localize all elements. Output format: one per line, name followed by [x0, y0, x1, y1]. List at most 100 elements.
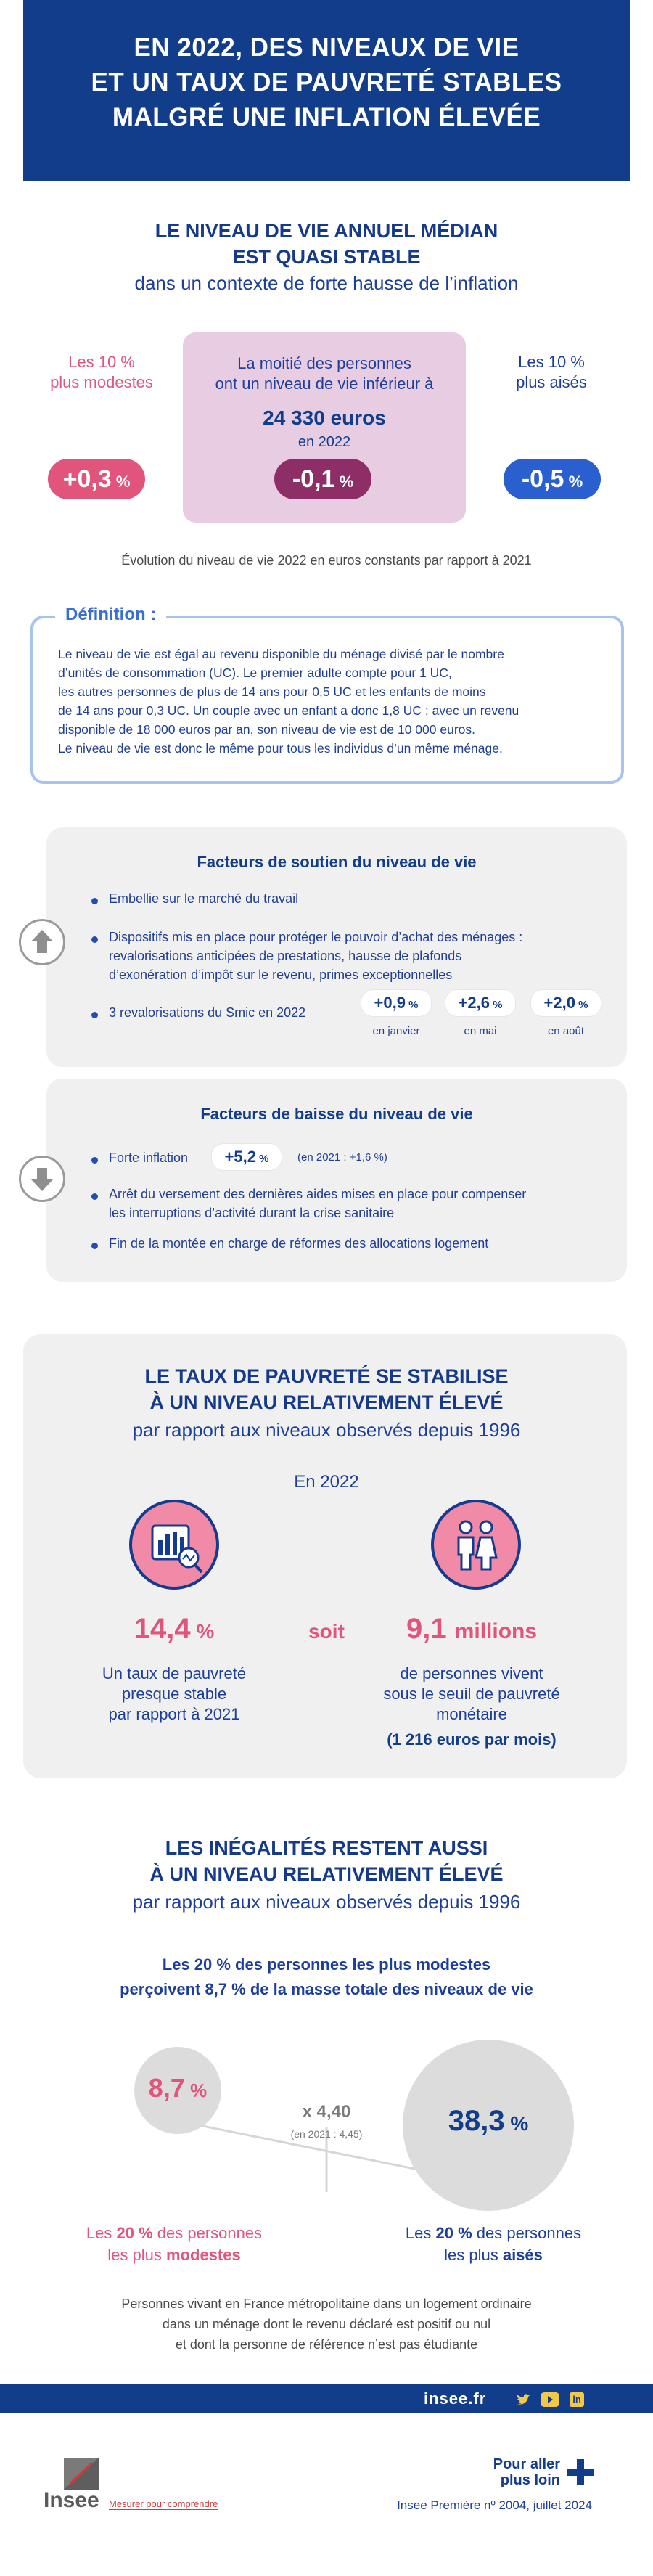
more-info-link[interactable]: Pour aller plus loin — [473, 2456, 560, 2488]
scope-note-line-3: et dont la personne de référence n’est p… — [175, 2337, 478, 2352]
support-item-2: Dispositifs mis en place pour protéger l… — [109, 928, 617, 984]
inflation-note: (en 2021 : +1,6 %) — [297, 1151, 387, 1164]
arrow-down-icon — [19, 1156, 65, 1202]
right-change-value: -0,5 — [521, 465, 564, 493]
bullet — [91, 936, 98, 943]
smic-chip-may: +2,6 % — [445, 990, 515, 1016]
top-20-share-unit: % — [510, 2112, 529, 2135]
smic-august-value: +2,0 — [543, 994, 575, 1012]
right-decile-label-line-1: Les 10 % — [518, 353, 585, 371]
smic-may-label: en mai — [464, 1025, 497, 1037]
definition-line-4: de 14 ans pour 0,3 UC. Un couple avec un… — [58, 703, 519, 718]
poverty-count-value: 9,1 — [406, 1613, 447, 1645]
poverty-rate-desc-line-3: par rapport à 2021 — [108, 1705, 240, 1723]
definition-text: Le niveau de vie est égal au revenu disp… — [58, 645, 602, 758]
median-subtitle: dans un contexte de forte hausse de l’in… — [134, 272, 519, 294]
decline-item-2-line-1: Arrêt du versement des dernières aides m… — [109, 1187, 527, 1201]
poverty-rate: 14,4 % — [94, 1613, 254, 1645]
insee-site-link[interactable]: insee.fr — [424, 2389, 487, 2408]
definition-line-3: les autres personnes de plus de 14 ans p… — [58, 684, 486, 699]
inequality-lead: Les 20 % des personnes les plus modestes… — [0, 1953, 653, 2002]
top-20-label-c: des personnes — [472, 2224, 582, 2242]
chart-magnifier-icon — [129, 1500, 219, 1590]
insee-logo-mark — [48, 2458, 106, 2519]
inflation-label: Forte inflation — [109, 1150, 189, 1165]
bullet — [91, 1157, 98, 1164]
poverty-count-desc-line-3: monétaire — [436, 1705, 507, 1723]
smic-chip-january: +0,9 % — [361, 990, 431, 1016]
plus-icon[interactable] — [566, 2458, 595, 2487]
smic-january-label: en janvier — [372, 1025, 420, 1037]
left-decile-label-line-2: plus modestes — [50, 373, 153, 391]
linkedin-icon[interactable]: in — [570, 2392, 584, 2407]
twitter-icon[interactable] — [515, 2391, 533, 2408]
scope-note-line-2: dans un ménage dont le revenu déclaré es… — [162, 2317, 491, 2331]
bottom-20-label-line-2: les plus modestes — [58, 2244, 290, 2266]
header-line-1: EN 2022, DES NIVEAUX DE VIE — [134, 33, 519, 62]
poverty-count-desc-line-2: sous le seuil de pauvreté — [383, 1685, 560, 1703]
left-change-value: +0,3 — [62, 465, 112, 493]
arrow-up-icon — [19, 919, 65, 965]
median-caption: Évolution du niveau de vie 2022 en euros… — [121, 553, 532, 568]
inequality-lead-line-1: Les 20 % des personnes les plus modestes — [162, 1955, 491, 1974]
right-change-pill: -0,5 % — [504, 459, 601, 499]
soit-label: soit — [308, 1620, 345, 1643]
right-change-unit: % — [568, 473, 583, 491]
median-box-label: La moitié des personnes ont un niveau de… — [183, 353, 466, 394]
inequality-title: LES INÉGALITÉS RESTENT AUSSI À UN NIVEAU… — [0, 1835, 653, 1887]
scope-note-line-1: Personnes vivant en France métropolitain… — [121, 2297, 532, 2311]
bullet — [91, 1193, 98, 1200]
poverty-subtitle: par rapport aux niveaux observés depuis … — [132, 1419, 521, 1441]
definition-line-6: Le niveau de vie est donc le même pour t… — [58, 741, 503, 756]
definition-line-1: Le niveau de vie est égal au revenu disp… — [58, 647, 504, 661]
definition-line-5: disponible de 18 000 euros par an, son n… — [58, 722, 475, 737]
inequality-lead-line-2: perçoivent 8,7 % de la masse totale des … — [120, 1980, 533, 1998]
ratio-value: x 4,40 — [302, 2102, 351, 2122]
bullet — [91, 898, 98, 904]
smic-chip-august: +2,0 % — [531, 990, 601, 1016]
bottom-20-label-e: modestes — [166, 2246, 241, 2264]
median-change-unit: % — [339, 473, 354, 491]
support-item-2-line-1: Dispositifs mis en place pour protéger l… — [109, 930, 523, 944]
bottom-20-share-value: 8,7 — [148, 2073, 185, 2103]
publication-reference: Insee Première nº 2004, juillet 2024 — [397, 2498, 592, 2512]
insee-tagline: Mesurer pour comprendre — [109, 2498, 218, 2510]
top-20-label-line-1: Les 20 % des personnes — [377, 2223, 609, 2244]
median-title: LE NIVEAU DE VIE ANNUEL MÉDIAN EST QUASI… — [0, 218, 653, 270]
support-item-2-line-2: revalorisations anticipées de prestation… — [109, 949, 462, 963]
smic-may-value: +2,6 — [458, 994, 490, 1012]
poverty-rate-unit: % — [196, 1620, 215, 1643]
top-20-label-e: aisés — [502, 2246, 543, 2264]
median-value: 24 330 euros — [263, 406, 386, 429]
top-20-label-d: les plus — [444, 2246, 503, 2264]
poverty-box — [23, 1334, 627, 1778]
bottom-20-label-b: 20 % — [116, 2224, 153, 2242]
right-decile-label-line-2: plus aisés — [516, 373, 587, 391]
support-factors-title: Facteurs de soutien du niveau de vie — [197, 853, 477, 871]
left-change-unit: % — [115, 473, 131, 491]
inequality-title-line-2: À UN NIVEAU RELATIVEMENT ÉLEVÉ — [149, 1863, 504, 1885]
poverty-rate-desc-line-1: Un taux de pauvreté — [102, 1664, 247, 1682]
insee-logo-text: Insee — [44, 2488, 99, 2512]
poverty-count-unit: millions — [454, 1619, 538, 1643]
support-item-1: Embellie sur le marché du travail — [109, 891, 299, 906]
poverty-title-line-1: LE TAUX DE PAUVRETÉ SE STABILISE — [144, 1365, 509, 1387]
poverty-title-line-2: À UN NIVEAU RELATIVEMENT ÉLEVÉ — [149, 1391, 504, 1413]
header-banner: EN 2022, DES NIVEAUX DE VIE ET UN TAUX D… — [23, 0, 630, 181]
poverty-rate-value: 14,4 — [134, 1613, 191, 1645]
median-title-line-1: LE NIVEAU DE VIE ANNUEL MÉDIAN — [155, 220, 498, 242]
top-20-share-value: 38,3 — [448, 2105, 505, 2137]
top-20-label-a: Les — [405, 2224, 436, 2242]
support-item-2-line-3: d’exonération d’impôt sur le revenu, pri… — [109, 968, 453, 982]
scope-note: Personnes vivant en France métropolitain… — [0, 2294, 653, 2355]
support-factors-box — [46, 827, 627, 1067]
poverty-rate-desc: Un taux de pauvreté presque stable par r… — [80, 1664, 268, 1725]
inflation-chip: +5,2 % — [212, 1144, 282, 1170]
poverty-rate-desc-line-2: presque stable — [121, 1685, 227, 1703]
support-item-3: 3 revalorisations du Smic en 2022 — [109, 1005, 306, 1020]
youtube-icon[interactable] — [541, 2392, 559, 2407]
bullet — [91, 1012, 98, 1018]
smic-january-value: +0,9 — [374, 994, 406, 1012]
inequality-title-line-1: LES INÉGALITÉS RESTENT AUSSI — [165, 1837, 488, 1859]
